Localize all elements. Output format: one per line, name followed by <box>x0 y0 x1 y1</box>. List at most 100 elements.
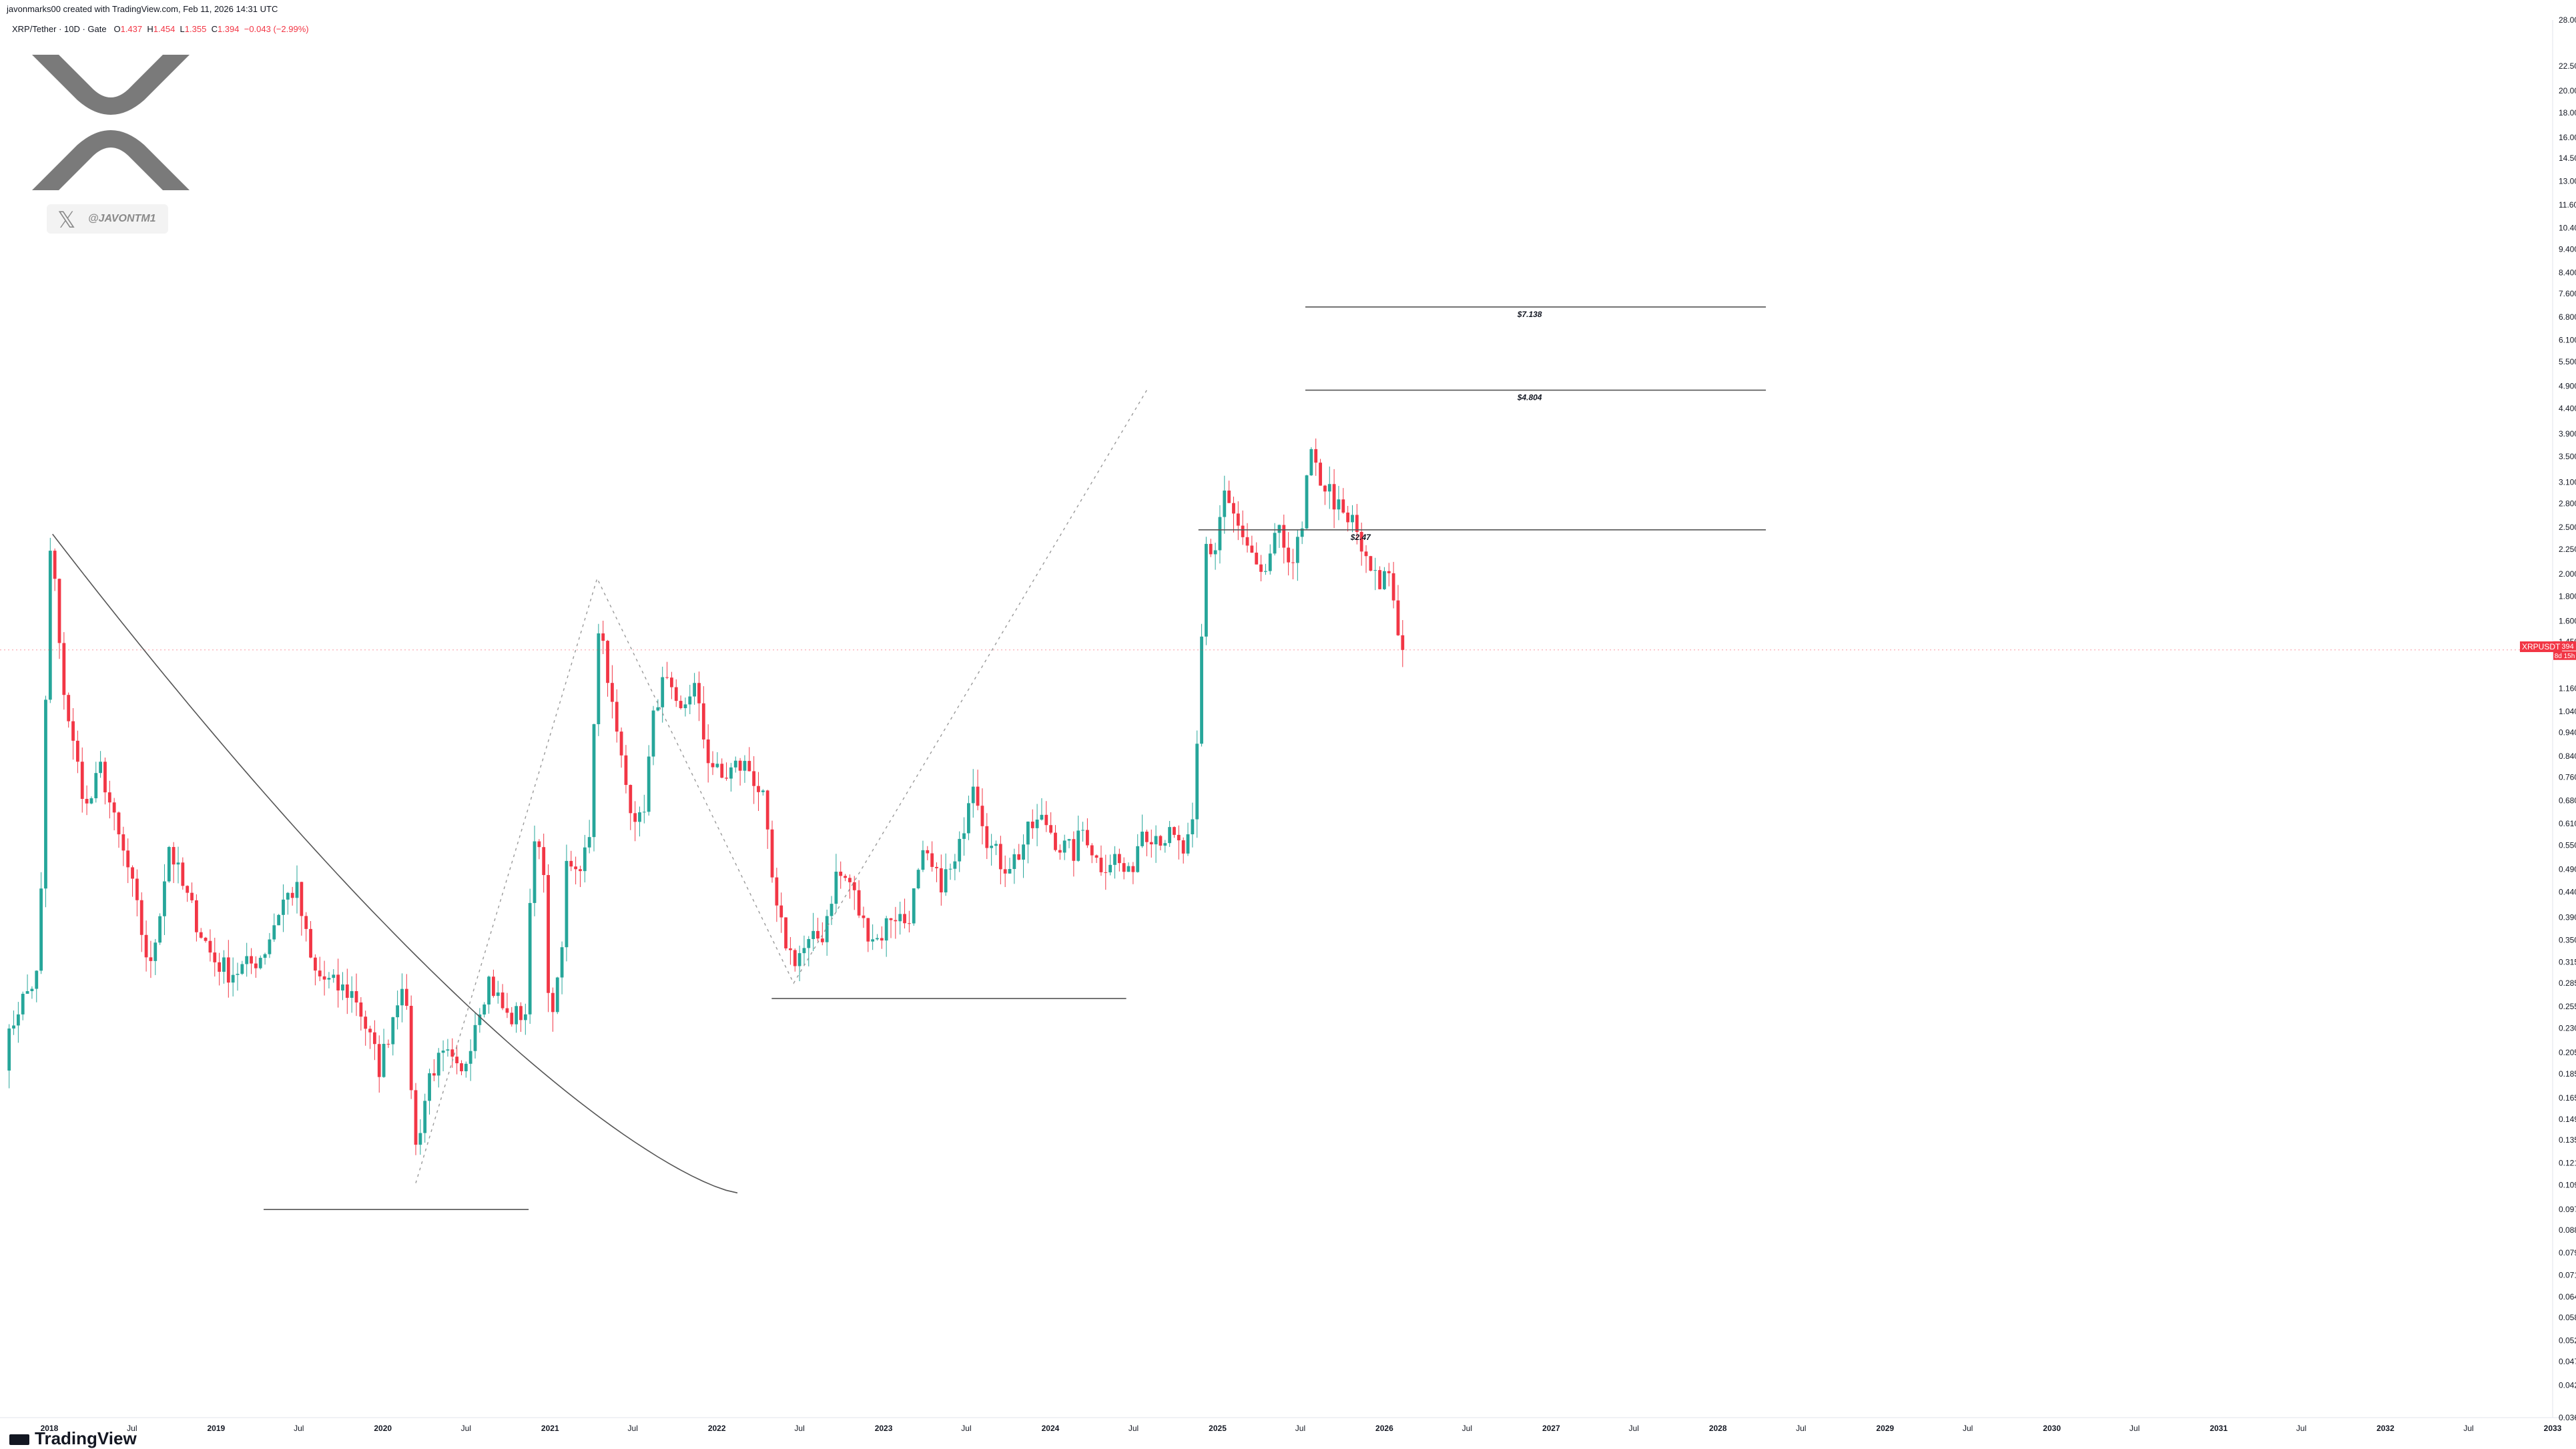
candle-body-3 <box>16 1014 20 1026</box>
candle-body-192 <box>880 938 884 941</box>
y-tick-label-54: 0.064 <box>2559 1292 2576 1301</box>
candle-body-141 <box>647 756 651 812</box>
candle-body-18 <box>85 798 89 804</box>
x-tick-label-21: Jul <box>1796 1424 1806 1433</box>
candle-body-97 <box>446 1049 450 1051</box>
candle-body-186 <box>852 882 856 890</box>
candle-body-5 <box>25 991 29 994</box>
candle-body-252 <box>1154 836 1158 845</box>
candle-body-258 <box>1181 840 1185 854</box>
y-tick-label-33: 0.610 <box>2559 819 2576 828</box>
y-tick-label-28: 1.040 <box>2559 707 2576 716</box>
candle-body-70 <box>322 976 326 980</box>
candle-body-253 <box>1159 836 1163 846</box>
low-label: L <box>180 24 185 34</box>
candle-body-248 <box>1136 846 1140 872</box>
y-tick-label-15: 4.900 <box>2559 381 2576 390</box>
candle-body-96 <box>441 1051 445 1053</box>
x-tick-label-0: 2018 <box>41 1424 59 1433</box>
candle-body-80 <box>368 1029 372 1033</box>
candle-body-129 <box>592 724 596 838</box>
x-tick-label-14: 2025 <box>1209 1424 1227 1433</box>
y-tick-label-51: 0.088 <box>2559 1225 2576 1235</box>
candle-body-220 <box>1008 868 1012 874</box>
candle-body-47 <box>218 962 222 972</box>
close-label: C <box>211 24 218 34</box>
decay-trend-curve <box>52 533 738 1194</box>
candle-body-77 <box>354 990 358 1002</box>
candle-body-169 <box>775 877 779 906</box>
candle-body-269 <box>1232 503 1235 514</box>
candle-body-153 <box>701 703 705 740</box>
tradingview-brand[interactable]: TradingView <box>9 1428 137 1449</box>
candle-body-256 <box>1173 827 1176 835</box>
candle-body-165 <box>757 786 760 792</box>
candle-body-67 <box>309 928 312 958</box>
candle-body-21 <box>99 762 103 774</box>
candle-body-42 <box>194 900 198 932</box>
candle-body-23 <box>107 792 111 803</box>
candle-body-283 <box>1295 537 1299 563</box>
candle-body-235 <box>1076 830 1080 861</box>
candle-body-228 <box>1044 814 1048 826</box>
candle-body-245 <box>1122 863 1126 872</box>
candle-body-101 <box>464 1063 468 1072</box>
candle-body-142 <box>651 710 655 757</box>
candle-body-219 <box>1003 869 1007 874</box>
y-tick-label-56: 0.052 <box>2559 1336 2576 1345</box>
y-tick-label-34: 0.550 <box>2559 840 2576 850</box>
social-handle: @JAVONTM1 <box>88 213 156 224</box>
candle-body-1 <box>7 1028 11 1071</box>
candle-body-134 <box>615 701 619 732</box>
candle-body-194 <box>889 918 893 920</box>
x-tick-label-26: 2031 <box>2210 1424 2228 1433</box>
x-tick-label-1: Jul <box>127 1424 137 1433</box>
candle-body-163 <box>747 761 751 772</box>
candle-body-68 <box>313 957 317 971</box>
y-tick-label-25: 1.600 <box>2559 616 2576 625</box>
candle-body-102 <box>468 1051 472 1064</box>
candle-body-82 <box>377 1044 381 1077</box>
candle-body-299 <box>1369 556 1373 571</box>
candle-body-56 <box>258 958 262 968</box>
candle-body-170 <box>779 905 783 918</box>
candle-body-243 <box>1113 854 1116 865</box>
candle-body-270 <box>1236 513 1240 526</box>
candle-body-184 <box>844 876 847 878</box>
x-tick-label-2: 2019 <box>207 1424 225 1433</box>
x-tick-label-12: 2024 <box>1042 1424 1060 1433</box>
candle-body-32 <box>149 957 153 961</box>
candle-body-167 <box>765 790 769 830</box>
candle-body-118 <box>542 847 546 876</box>
candle-body-301 <box>1378 570 1381 589</box>
y-tick-label-38: 0.350 <box>2559 936 2576 945</box>
candle-body-150 <box>688 696 692 705</box>
candle-body-275 <box>1259 564 1263 572</box>
candle-body-285 <box>1305 475 1309 529</box>
candle-body-204 <box>935 866 938 868</box>
level-label-1: $4.804 <box>1517 393 1542 402</box>
candle-body-50 <box>231 974 235 983</box>
candle-body-152 <box>697 683 701 703</box>
candle-body-136 <box>624 755 628 786</box>
candle-body-297 <box>1359 531 1363 552</box>
symbol-name[interactable]: XRP/Tether · 10D · Gate <box>12 24 107 34</box>
candle-body-2 <box>12 1025 15 1029</box>
y-tick-label-58: 0.042 <box>2559 1381 2576 1390</box>
candle-body-242 <box>1108 864 1112 873</box>
candle-body-199 <box>912 888 916 924</box>
candle-body-226 <box>1035 819 1039 828</box>
x-tick-label-16: 2026 <box>1375 1424 1393 1433</box>
candle-body-164 <box>752 771 756 786</box>
x-tick-label-30: 2033 <box>2544 1424 2562 1433</box>
y-tick-label-44: 0.185 <box>2559 1069 2576 1079</box>
x-tick-label-17: Jul <box>1462 1424 1472 1433</box>
candle-body-46 <box>213 952 217 962</box>
candle-body-54 <box>250 956 253 964</box>
y-tick-label-27: 1.160 <box>2559 684 2576 693</box>
candle-body-146 <box>670 677 673 687</box>
candle-body-159 <box>729 767 733 779</box>
high-value: 1.454 <box>153 24 176 34</box>
candle-body-108 <box>496 992 500 996</box>
